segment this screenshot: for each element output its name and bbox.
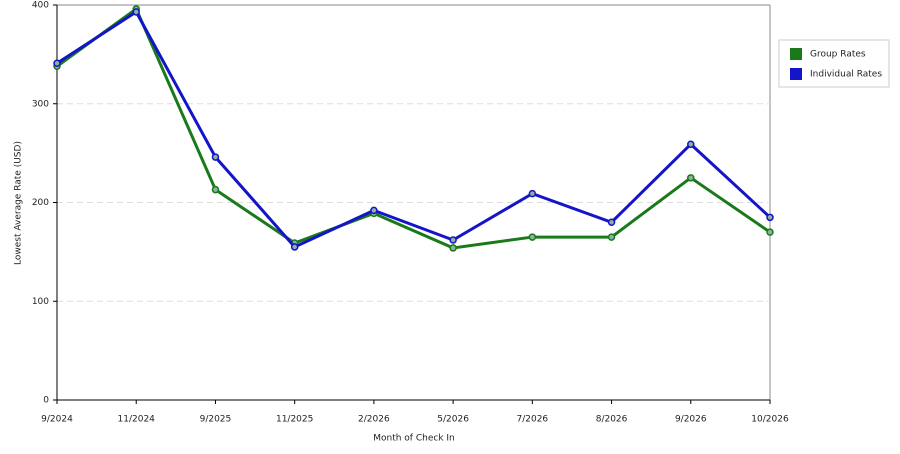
y-tick-label: 100: [32, 297, 49, 307]
x-tick-label: 9/2025: [200, 415, 232, 425]
data-point: [370, 206, 378, 215]
data-point: [766, 228, 774, 236]
x-tick-label: 11/2025: [276, 415, 313, 425]
data-point: [449, 236, 457, 244]
x-tick-label: 8/2026: [596, 415, 628, 425]
data-point: [290, 243, 299, 251]
legend-swatch: [790, 68, 802, 80]
y-tick-label: 400: [32, 1, 49, 11]
data-point: [607, 218, 616, 226]
legend-label: Individual Rates: [810, 70, 882, 80]
data-point: [132, 8, 140, 16]
legend-label: Group Rates: [810, 50, 866, 60]
data-point: [687, 174, 695, 182]
x-tick-label: 5/2026: [437, 415, 469, 425]
y-tick-label: 0: [43, 396, 49, 406]
legend-swatch: [790, 48, 802, 60]
data-point: [449, 244, 457, 252]
x-axis-label: Month of Check In: [373, 434, 455, 444]
data-point: [607, 233, 616, 241]
x-tick-label: 9/2026: [675, 415, 707, 425]
data-point: [528, 189, 537, 198]
data-point: [687, 140, 695, 148]
data-point: [766, 213, 774, 222]
y-tick-label: 200: [32, 198, 49, 208]
data-point: [528, 233, 537, 241]
series-line: [56, 9, 772, 249]
x-tick-label: 11/2024: [118, 415, 156, 425]
y-tick-label: 300: [32, 99, 49, 109]
data-point: [211, 153, 220, 161]
data-point: [211, 185, 220, 194]
series-line: [56, 6, 771, 250]
x-tick-label: 2/2026: [358, 415, 390, 425]
x-tick-label: 7/2026: [516, 415, 548, 425]
y-axis-label: Lowest Average Rate (USD): [14, 141, 24, 265]
x-tick-label: 9/2024: [41, 415, 73, 425]
data-point: [53, 59, 61, 68]
x-tick-label: 10/2026: [751, 415, 789, 425]
